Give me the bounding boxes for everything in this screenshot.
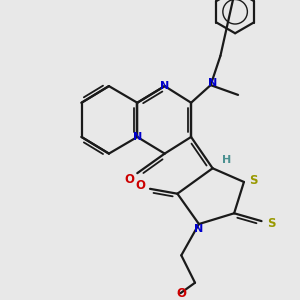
Text: S: S: [267, 217, 276, 230]
Text: N: N: [208, 78, 217, 88]
Text: N: N: [194, 224, 203, 234]
Text: O: O: [124, 172, 134, 185]
Text: O: O: [176, 287, 186, 300]
Text: O: O: [135, 179, 145, 192]
Text: S: S: [250, 173, 258, 187]
Text: H: H: [222, 155, 231, 165]
Text: N: N: [160, 81, 169, 91]
Text: N: N: [133, 132, 142, 142]
